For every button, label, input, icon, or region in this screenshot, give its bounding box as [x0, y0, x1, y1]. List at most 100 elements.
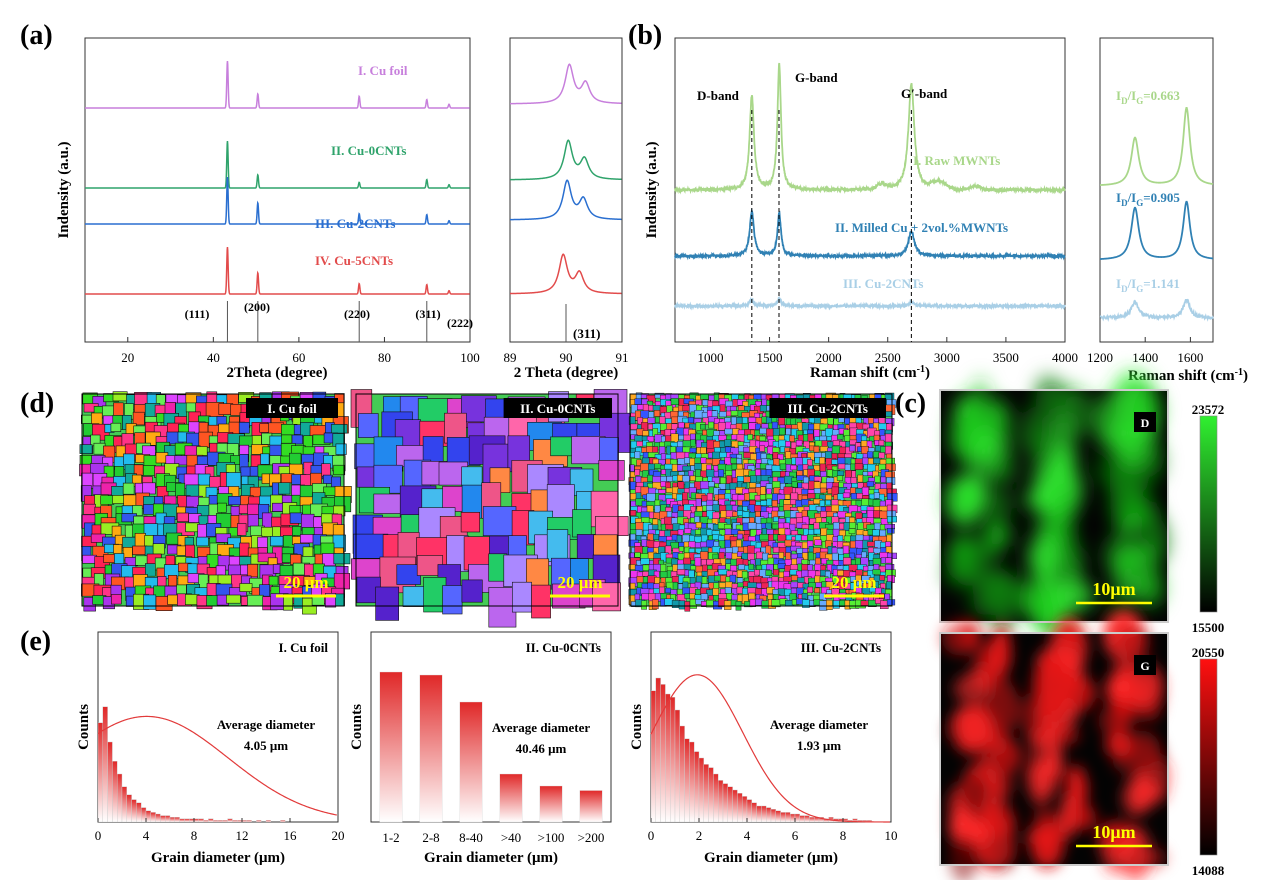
ebsd-grain	[849, 522, 856, 529]
histogram-bar	[780, 812, 786, 822]
ebsd-grain	[724, 439, 732, 447]
ebsd-grain	[819, 463, 827, 472]
map-blob	[988, 833, 1018, 870]
ebsd-grain	[647, 417, 656, 424]
map-frame	[939, 632, 1169, 866]
histogram-bar	[188, 818, 195, 822]
x-tick-label: 1-2	[382, 830, 399, 845]
histogram-bar	[184, 818, 190, 822]
x-tick-label: 4000	[1052, 350, 1078, 365]
ebsd-grain	[814, 539, 822, 546]
x-tick-label: 40	[207, 350, 220, 365]
ebsd-grain	[718, 552, 725, 560]
x-tick-label: 4	[143, 828, 150, 843]
ebsd-grain	[729, 574, 736, 583]
xrd-series-line	[85, 60, 470, 109]
ebsd-grain	[576, 534, 596, 559]
map-blob	[1034, 373, 1061, 414]
x-tick-label: 8-40	[459, 830, 483, 845]
histogram-bar	[208, 818, 214, 822]
plot-frame	[84, 37, 471, 343]
ebsd-grain	[790, 575, 799, 581]
ebsd-grain	[778, 552, 784, 560]
ebsd-grain	[132, 411, 145, 426]
ebsd-grain	[778, 427, 786, 436]
map-blob	[1059, 793, 1077, 839]
map-blob	[1105, 730, 1132, 758]
ebsd-grain	[861, 486, 869, 496]
histogram-bar	[112, 760, 118, 822]
x-tick-label: 2	[696, 828, 703, 843]
histogram-bar	[459, 701, 483, 823]
ebsd-grain	[826, 599, 833, 611]
ebsd-grain	[736, 457, 742, 465]
peak-label: (200)	[244, 300, 270, 314]
map-blob	[961, 620, 981, 649]
ebsd-grain	[666, 511, 673, 518]
intensity-ratio-label: ID/IG=0.905	[1116, 190, 1180, 208]
histogram-bar	[689, 741, 695, 822]
ebsd-grain	[807, 433, 814, 442]
plot-frame	[370, 631, 612, 823]
ebsd-grain	[629, 582, 636, 590]
ebsd-grain	[700, 393, 709, 400]
ebsd-grain	[849, 439, 857, 445]
average-diameter-value: 1.93 μm	[797, 738, 841, 753]
ebsd-grain	[402, 586, 427, 607]
xrd-y-axis-title: Indensity (a.u.)	[56, 141, 72, 238]
histogram-bar	[698, 757, 705, 822]
raman-map-g: G 10μm 20550 14088	[939, 609, 1225, 880]
ebsd-grain	[813, 488, 822, 495]
ebsd-grain	[653, 410, 661, 417]
ebsd-grain	[814, 587, 820, 594]
x-tick-label: 0	[648, 828, 655, 843]
ebsd-grain	[335, 593, 345, 607]
ebsd-grain	[743, 476, 751, 483]
histogram-bar	[746, 799, 753, 822]
ebsd-grain	[335, 443, 347, 455]
ebsd-grain	[628, 464, 635, 472]
ebsd-grain	[460, 512, 480, 533]
ebsd-grain	[717, 469, 724, 477]
colorbar-max-label: 20550	[1192, 645, 1225, 660]
map-blob	[952, 547, 982, 581]
map-blob	[1094, 453, 1129, 488]
raman-zoom-line	[1099, 200, 1214, 260]
panel-letter-d: (d)	[20, 388, 54, 419]
ebsd-grain	[640, 558, 650, 565]
ebsd-grain	[759, 445, 765, 452]
ebsd-grain	[713, 541, 720, 547]
ebsd-grain	[665, 587, 672, 594]
ebsd-grain	[815, 582, 822, 588]
xrd-zoom-line	[509, 63, 622, 105]
map-blob	[1097, 706, 1129, 736]
ebsd-grain	[659, 582, 665, 588]
band-label: D-band	[697, 88, 740, 103]
histogram-bar	[379, 671, 403, 823]
ebsd-grain	[652, 599, 659, 610]
histogram-bar	[655, 677, 661, 822]
x-tick-label: 2500	[875, 350, 901, 365]
ebsd-grain	[281, 434, 293, 444]
x-tick-label: 89	[504, 350, 517, 365]
ebsd-grain	[807, 493, 816, 499]
histogram-bar	[539, 785, 563, 823]
xrd-series-label: III. Cu-2CNTs	[315, 216, 395, 231]
ebsd-grain	[331, 424, 348, 434]
ebsd-grain	[259, 584, 270, 597]
histogram-bar	[703, 764, 709, 822]
ebsd-grain	[884, 471, 895, 478]
x-tick-label: 100	[460, 350, 480, 365]
ebsd-grain	[653, 534, 659, 540]
histogram-bar	[232, 820, 238, 822]
ebsd-grain	[796, 517, 804, 523]
histogram-bar	[694, 751, 700, 822]
colorbar-min-label: 14088	[1192, 863, 1225, 878]
ebsd-grain	[143, 594, 157, 610]
ebsd-grain	[175, 482, 186, 498]
ebsd-grain	[779, 463, 787, 470]
ebsd-grain	[820, 487, 827, 494]
ebsd-grain	[289, 512, 303, 524]
histogram-bar	[722, 783, 729, 822]
ebsd-grain	[595, 516, 629, 537]
